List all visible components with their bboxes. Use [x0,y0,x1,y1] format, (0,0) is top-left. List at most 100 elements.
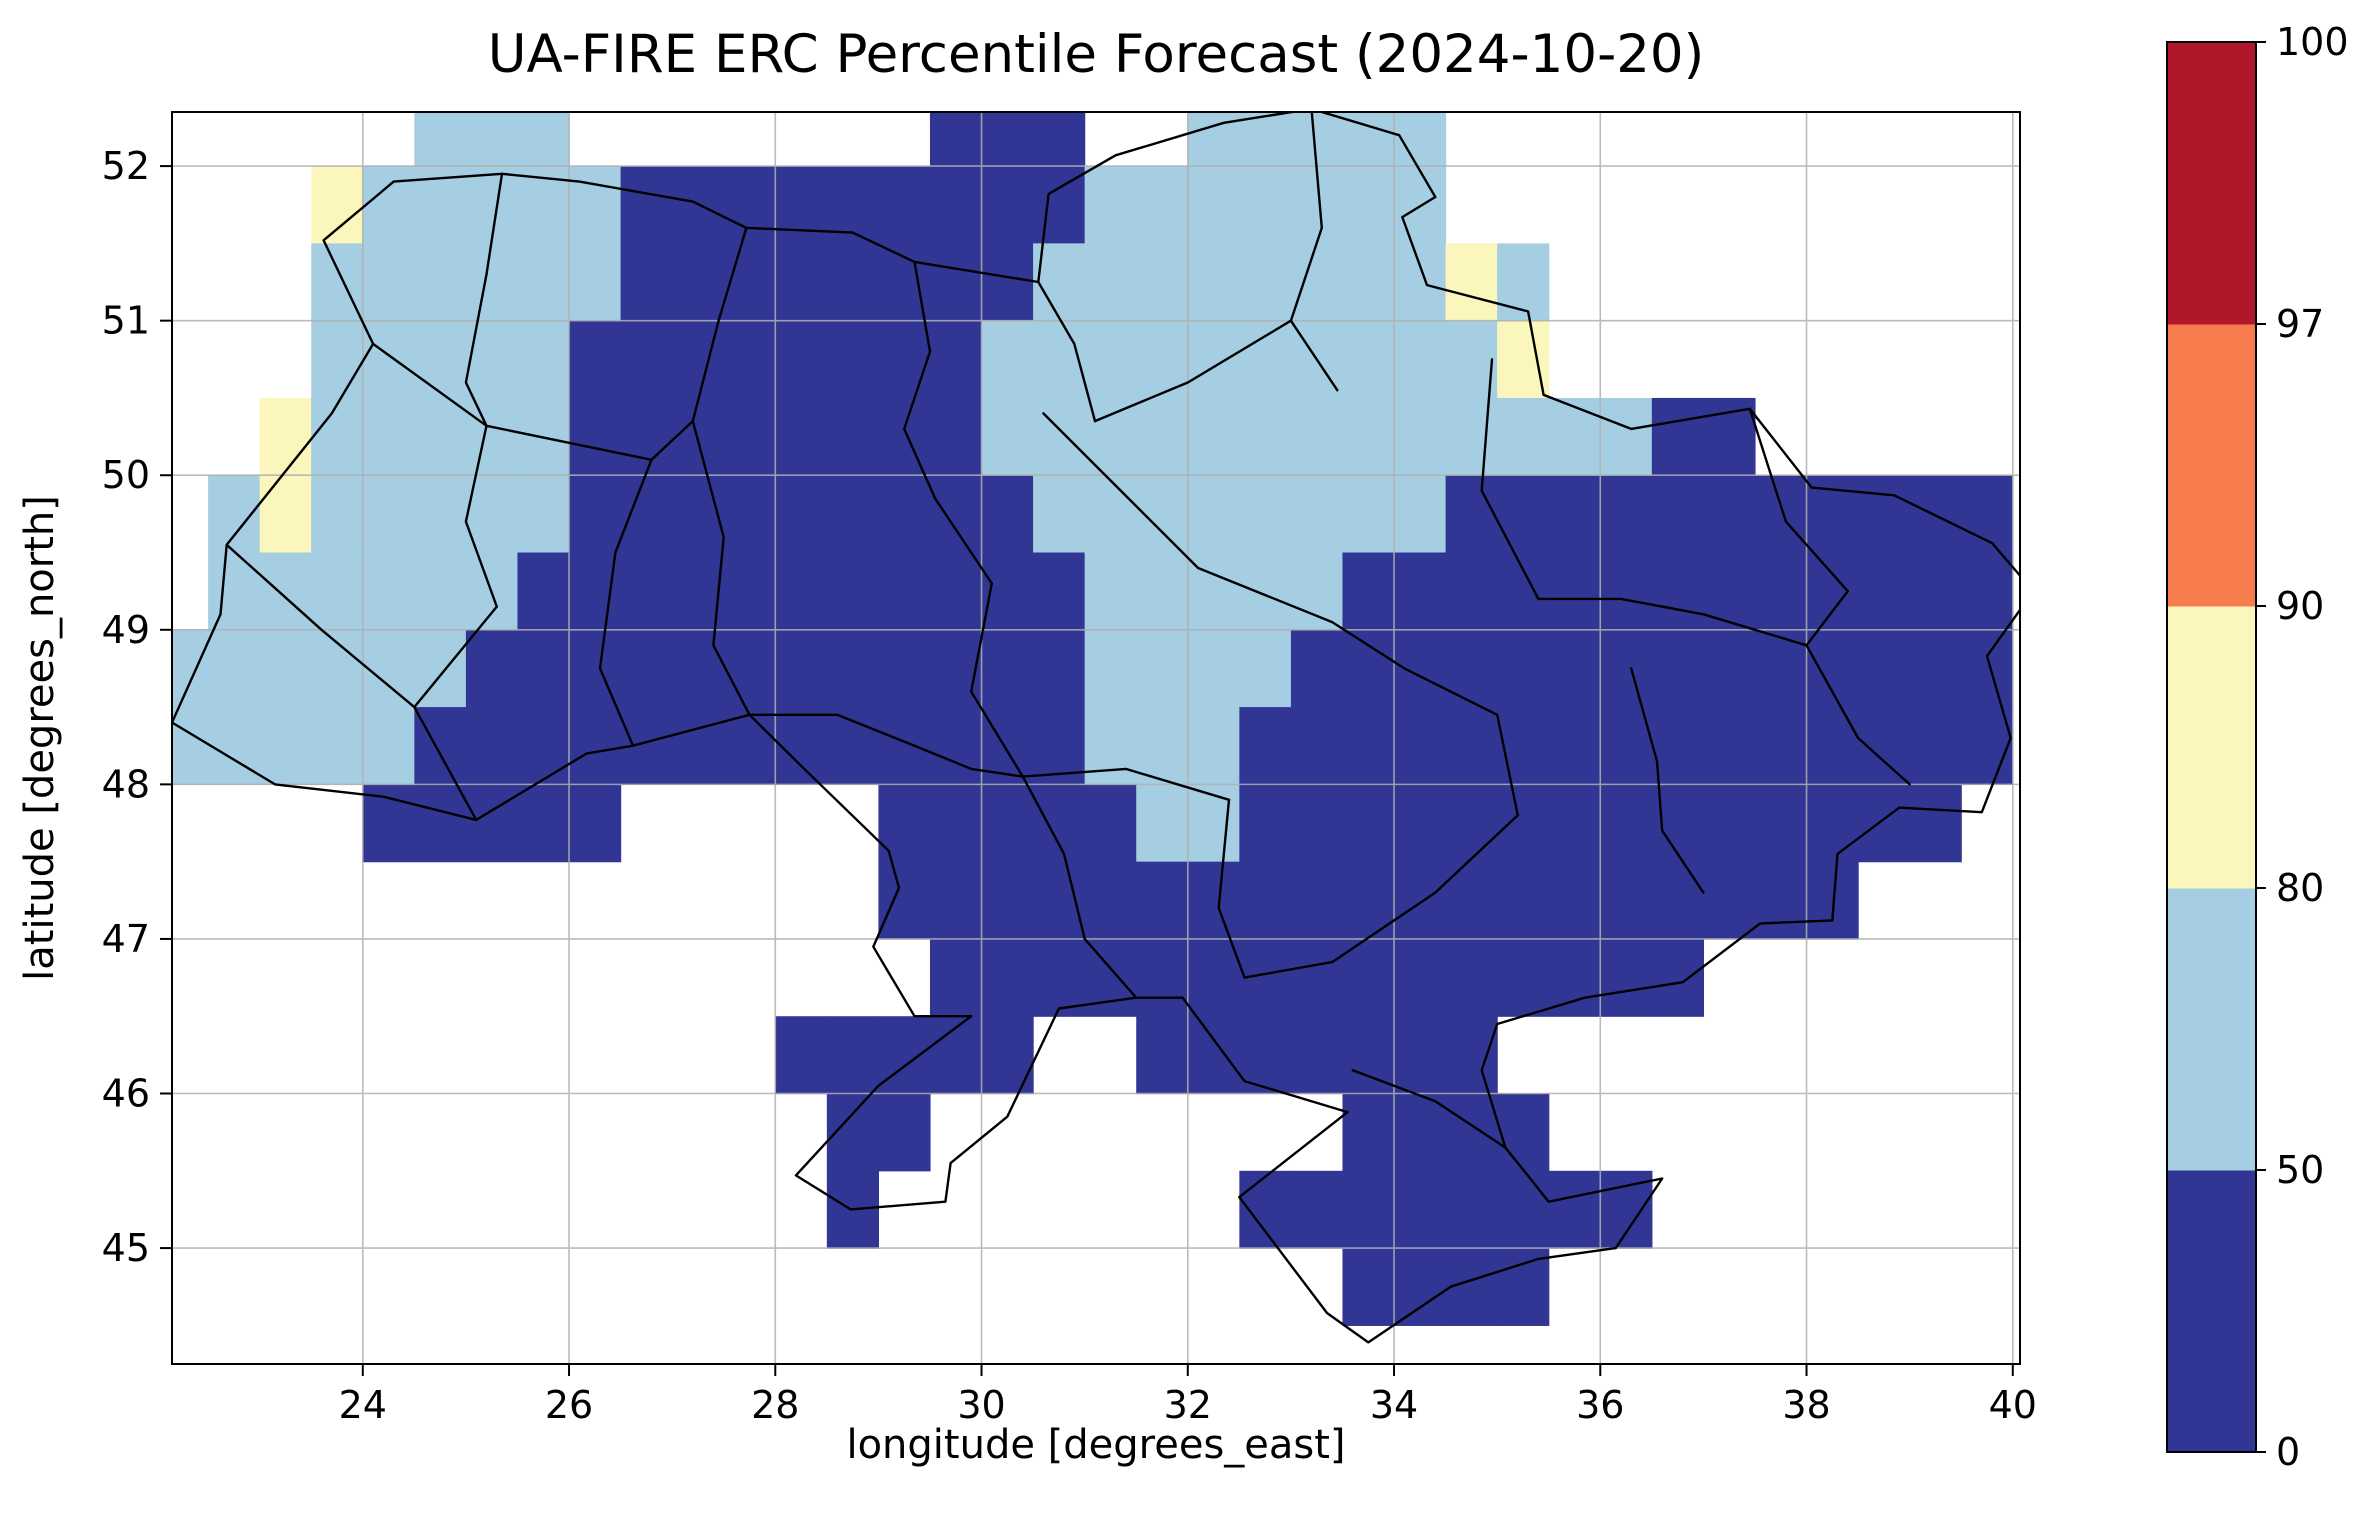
grid-cell [878,784,931,863]
grid-cell [1033,784,1086,863]
grid-cell [929,243,983,322]
oblast-boundary [1037,280,1097,423]
grid-cell [172,629,209,708]
grid-cell [672,629,725,708]
grid-cell [569,707,622,785]
grid-cell [1239,475,1292,554]
grid-cell [1342,1093,1395,1172]
grid-cell [1909,552,1962,631]
grid-cell [1394,243,1447,322]
grid-cell [620,475,673,554]
grid-cell [1290,397,1344,476]
grid-cell [1342,1170,1395,1249]
grid-cell [1033,861,1086,940]
chart-title: UA-FIRE ERC Percentile Forecast (2024-10… [487,24,1705,85]
x-tick-label: 26 [545,1383,593,1427]
grid-cell [1651,629,1705,708]
grid-cell [981,629,1034,708]
oblast-boundary [1042,412,1520,979]
grid-cell [929,552,983,631]
colorbar-tick-label: 100 [2276,20,2349,64]
grid-cell [826,475,880,554]
colorbar-band [2167,324,2256,607]
grid-cell [1651,552,1705,631]
grid-cell [929,166,983,244]
grid-cell [1084,166,1137,244]
grid-cell [362,707,415,785]
grid-cell [878,1016,931,1095]
oblast-boundary [413,424,498,709]
colorbar-frame [2166,41,2257,1453]
grid-cell [929,397,983,476]
grid-cell [1084,938,1137,1017]
boundaries-layer [172,112,2020,1344]
grid-cell [1033,938,1086,1017]
grid-cell [1909,629,1962,708]
grid-cell [1497,397,1550,476]
grid-cell [1136,861,1189,940]
grid-cell [1239,320,1292,399]
grid-cell [1290,629,1344,708]
oblast-boundary [1093,319,1293,423]
grid-cell [1342,552,1395,631]
grid-cell [1239,707,1292,785]
grid-cell [1600,784,1653,863]
grid-cell [569,320,622,399]
grid-cell [1290,112,1344,167]
grid-cell [878,166,931,244]
grid-cell [1548,1170,1601,1249]
grid-cell [929,784,983,863]
grid-cell [1445,552,1498,631]
grid-cell [1394,629,1447,708]
grid-cell [1445,938,1498,1017]
oblast-boundary [933,497,1024,778]
grid-cell [1187,475,1240,554]
grid-cell [465,475,519,554]
grid-cell [620,320,673,399]
grid-cell [1703,707,1756,785]
grid-cell [1703,552,1756,631]
oblast-boundary [1217,798,1246,979]
grid-cell [1394,397,1447,476]
grid-cell [1754,629,1808,708]
grid-cell [1445,1016,1498,1095]
grid-cell [1033,397,1086,476]
grid-cell [981,784,1034,863]
grid-cell [1497,861,1550,940]
grid-cell [414,243,467,322]
grid-cell [1290,475,1344,554]
grid-cell [414,552,467,631]
grid-cell [826,397,880,476]
grid-cell [1290,552,1344,631]
grid-cell [362,552,415,631]
grid-cell [1394,1170,1447,1249]
grid-cell [1394,707,1447,785]
grid-cell [1136,552,1189,631]
oblast-boundary [598,458,653,747]
grid-cell [1136,320,1189,399]
grid-cell [929,707,983,785]
grid-cell [1187,243,1240,322]
grid-cell [1239,784,1292,863]
grid-cell [1858,475,1911,554]
grid-cell [1651,707,1705,785]
grid-cell [311,166,364,244]
grid-cell [1084,784,1137,863]
grid-cell [1548,629,1601,708]
colorbar-tick-label: 97 [2276,302,2324,346]
grid-cell [775,320,828,399]
grid-cell [1342,1016,1395,1095]
grid-cell [362,166,415,244]
grid-cell [1187,166,1240,244]
grid-cell [1084,243,1137,322]
grid-cell [981,397,1034,476]
grid-cell [1394,1248,1447,1326]
grid-cell [414,320,467,399]
grid-cell [826,707,880,785]
grid-cell [517,784,570,863]
grid-cell [1548,552,1601,631]
grid-cell [1239,112,1292,167]
grid-cell [981,166,1034,244]
grid-cell [208,629,261,708]
grid-cell [1342,320,1395,399]
